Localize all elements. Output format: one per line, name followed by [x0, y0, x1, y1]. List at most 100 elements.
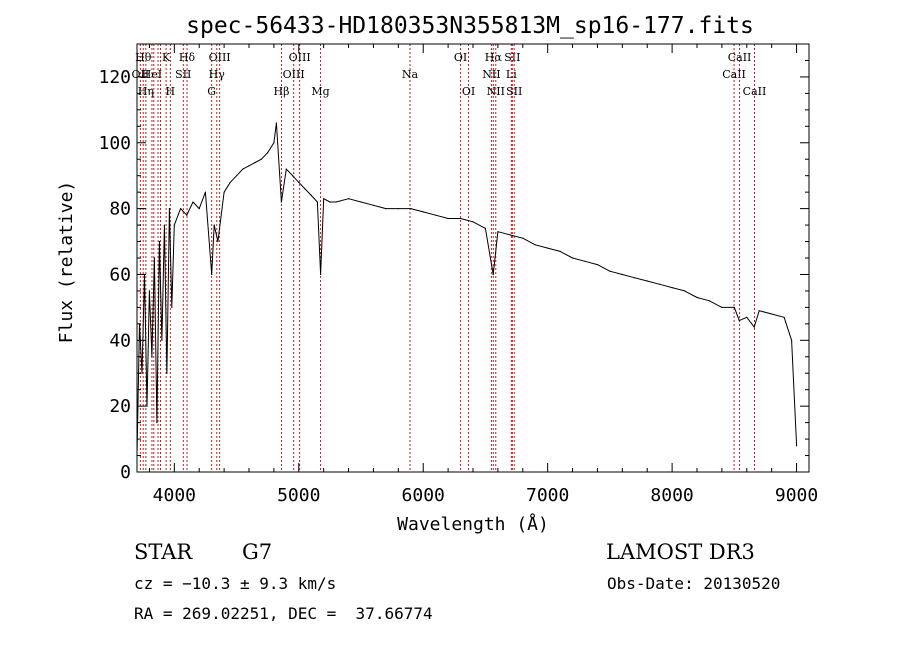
marker-label-27: CaII: [722, 68, 746, 81]
spectrum-point-77: [733, 306, 735, 308]
spectrum-point-68: [621, 273, 623, 276]
spectrum-point-67: [609, 270, 611, 272]
marker-label-16: OIII: [289, 51, 311, 64]
marker-label-12: Hγ: [209, 68, 226, 81]
spectrum-point-16: [180, 208, 182, 210]
marker-label-21: NII: [482, 68, 500, 81]
spectrum-point-72: [671, 287, 673, 289]
spectrum-point-49: [397, 208, 399, 210]
spectrum-point-41: [320, 273, 322, 276]
spectrum-point-76: [721, 306, 723, 308]
spectrum-point-4: [146, 405, 148, 407]
spectrum-point-18: [192, 201, 194, 203]
redshift-readout: cz = −10.3 ± 9.3 km/s: [134, 574, 336, 593]
marker-label-26: SII: [506, 85, 522, 98]
spectrum-point-33: [275, 122, 277, 124]
spectrum-point-12: [166, 372, 168, 374]
marker-label-23: NII: [487, 85, 505, 98]
spectrum-point-26: [236, 175, 238, 177]
spectrum-point-40: [316, 201, 318, 203]
spectrum-point-64: [572, 257, 574, 259]
marker-label-8: H: [166, 85, 176, 98]
spectrum-point-11: [163, 224, 165, 226]
object-class: STAR: [134, 540, 193, 564]
coordinates-readout: RA = 269.02251, DEC = 37.66774: [134, 604, 433, 623]
spectrum-point-2: [141, 372, 143, 374]
spectrum-point-30: [260, 158, 262, 160]
marker-label-9: SII: [175, 68, 191, 81]
x-axis: 4000 5000 6000 7000 8000 9000: [148, 44, 818, 506]
x-tick-label-3: 7000: [526, 485, 569, 506]
spectrum-point-66: [596, 264, 599, 266]
spectrum-point-38: [304, 188, 306, 190]
spectrum-point-78: [738, 320, 740, 322]
spectrum-point-10: [161, 339, 163, 341]
spectrum-point-5: [148, 290, 150, 292]
spectrum-point-74: [696, 296, 698, 299]
y-axis: 0 20 40 60 80 100 120: [98, 59, 809, 483]
marker-label-3: HeI: [142, 68, 162, 81]
spectrum-point-84: [791, 339, 793, 341]
x-tick-label-1: 5000: [277, 485, 320, 506]
spectrum-point-82: [771, 313, 773, 315]
marker-label-0: OII: [132, 68, 150, 81]
spectrum-point-22: [213, 224, 215, 226]
spectrum-point-85: [796, 445, 798, 447]
marker-label-13: OIII: [209, 51, 231, 64]
spectrum-point-42: [323, 198, 325, 200]
marker-label-10: Hδ: [179, 51, 196, 64]
spectrum-point-36: [292, 175, 294, 177]
plot-frame: [136, 43, 810, 473]
y-tick-label-2: 40: [109, 330, 131, 351]
marker-label-29: CaII: [743, 85, 767, 98]
spectrum-point-43: [329, 201, 331, 203]
marker-label-2: Hη: [138, 85, 154, 98]
spectrum-point-79: [746, 316, 748, 318]
x-tick-label-0: 4000: [153, 485, 196, 506]
y-tick-label-5: 100: [98, 133, 131, 154]
marker-label-24: Li: [506, 68, 517, 81]
spectrum-point-51: [422, 211, 424, 213]
x-tick-label-4: 8000: [650, 485, 693, 506]
spectrum-point-23: [217, 240, 219, 243]
spectrum-point-65: [584, 260, 586, 262]
spectrum-point-54: [460, 217, 462, 220]
spectrum-series: [136, 122, 798, 457]
spectrum-point-46: [360, 201, 362, 203]
spectrum-point-71: [659, 283, 661, 285]
spectrum-point-8: [156, 422, 158, 424]
marker-label-20: OI: [462, 85, 475, 98]
spectrum-point-44: [335, 201, 337, 203]
spectrum-point-35: [285, 168, 287, 170]
marker-label-28: CaII: [728, 51, 752, 64]
spectrum-point-34: [280, 201, 282, 203]
object-subclass: G7: [242, 540, 272, 564]
spectrum-point-28: [248, 165, 250, 167]
spectrum-point-73: [684, 290, 686, 292]
spectrum-point-7: [153, 257, 155, 259]
spectrum-point-50: [410, 208, 412, 210]
spectrum-point-31: [267, 152, 269, 154]
y-tick-label-0: 0: [120, 462, 131, 483]
x-tick-label-5: 9000: [775, 485, 818, 506]
spectrum-point-25: [229, 181, 231, 183]
y-tick-label-4: 80: [109, 199, 131, 220]
spectrum-point-62: [547, 247, 549, 249]
spectrum-point-21: [211, 273, 213, 276]
spectrum-point-29: [254, 161, 256, 164]
spectrum-point-69: [634, 277, 636, 279]
x-axis-label: Wavelength (Å): [397, 513, 549, 535]
marker-label-22: Hα: [485, 51, 503, 64]
marker-label-1: Hθ: [135, 51, 152, 64]
observation-date: Obs-Date: 20130520: [607, 574, 780, 593]
spectrum-point-61: [534, 244, 536, 246]
spectrum-point-19: [198, 208, 200, 210]
marker-label-14: Hβ: [274, 85, 290, 98]
y-tick-label-6: 120: [98, 67, 131, 88]
marker-label-19: OI: [454, 51, 467, 64]
y-axis-label: Flux (relative): [56, 181, 77, 344]
spectrum-point-63: [559, 250, 561, 252]
spectrum-point-37: [298, 181, 300, 183]
